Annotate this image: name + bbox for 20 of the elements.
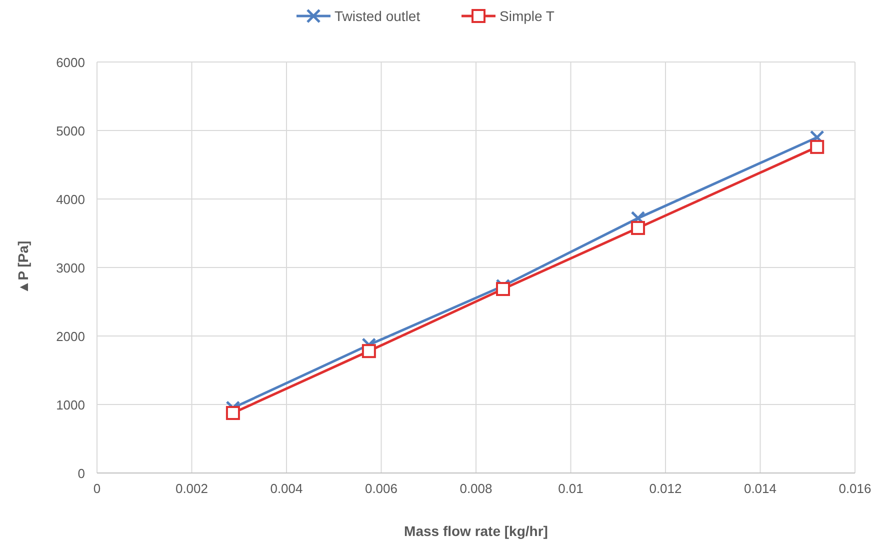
legend-label: Twisted outlet [334,8,420,24]
x-tick-label: 0.006 [364,481,398,496]
x-tick-label: 0.014 [744,481,777,496]
y-tick-label: 1000 [56,398,85,412]
x-tick-label: 0.01 [558,481,584,496]
legend-label: Simple T [500,8,555,24]
x-tick-label: 0 [93,481,101,496]
y-tick-label: 3000 [56,260,85,276]
y-axis-title: ▲P [Pa] [15,240,31,294]
x-tick-label: 0.008 [460,481,492,496]
x-tick-label: 0.016 [838,481,872,496]
x-tick-label: 0.002 [175,481,208,496]
y-tick-label: 2000 [56,329,85,344]
x-axis-title: Mass flow rate [kg/hr] [404,523,548,539]
x-tick-label: 0.012 [649,481,682,496]
y-tick-label: 5000 [56,124,85,138]
y-tick-label: 6000 [56,55,85,70]
x-tick-label: 0.004 [270,481,303,496]
y-tick-label: 4000 [56,192,85,207]
y-tick-label: 0 [78,466,85,481]
